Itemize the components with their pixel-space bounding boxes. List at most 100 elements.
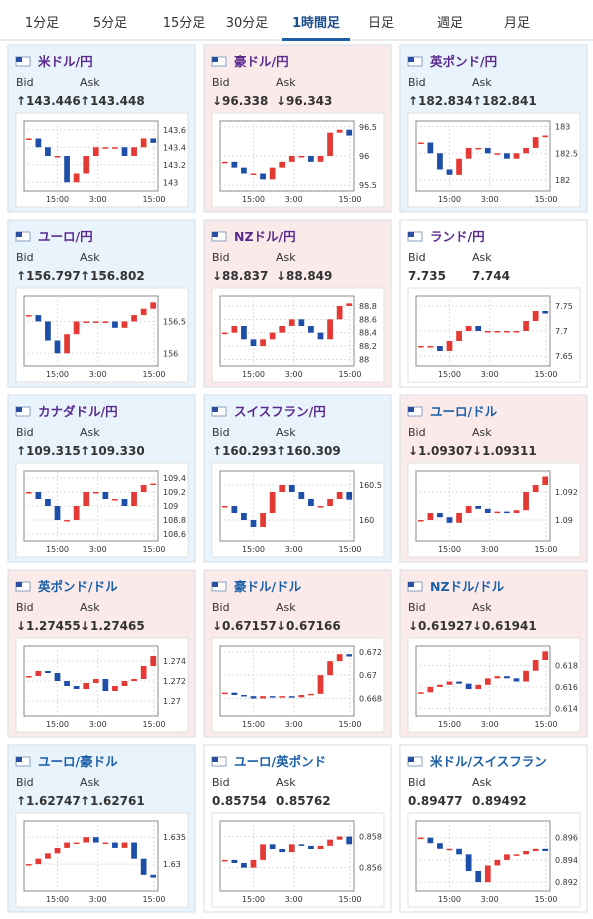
- rate-card[interactable]: カナダドル/円 Bid Ask ↑109.315 ↑109.330 109.4 109.2 1…: [7, 394, 196, 563]
- y-tick-label: 88.2: [359, 342, 377, 351]
- rate-card[interactable]: ユーロ/豪ドル Bid Ask ↑1.62747 ↑1.62761 1.635 1.63 15…: [7, 744, 196, 913]
- candle: [64, 334, 70, 354]
- candle: [288, 485, 295, 492]
- candle: [308, 326, 314, 333]
- candle: [475, 506, 482, 509]
- candle: [121, 147, 128, 156]
- candle: [336, 836, 343, 840]
- candle: [465, 147, 472, 159]
- candle: [308, 693, 314, 696]
- candle: [121, 842, 128, 848]
- candle: [446, 341, 453, 351]
- pair-name: ユーロ/英ポンド: [234, 754, 326, 769]
- tab[interactable]: 15分足: [163, 16, 206, 31]
- candle: [25, 138, 32, 140]
- rate-card[interactable]: 英ポンド/円 Bid Ask ↑182.834 ↑182.841 183 182.5 182 1…: [399, 44, 588, 213]
- candle: [131, 842, 137, 859]
- candle: [446, 681, 453, 685]
- ask-label: Ask: [80, 76, 100, 89]
- candle: [327, 132, 333, 156]
- flag-icon-part: [408, 232, 414, 237]
- tab[interactable]: 週足: [437, 16, 463, 31]
- rate-card[interactable]: ユーロ/ドル Bid Ask ↓1.09307 ↓1.09311 1.092 1.09 15:…: [399, 394, 588, 563]
- rate-card[interactable]: スイスフラン/円 Bid Ask ↑160.293 ↑160.309 160.5 160 15…: [203, 394, 392, 563]
- rate-card[interactable]: ユーロ/英ポンド Bid Ask 0.85754 0.85762 0.858 0.856 15…: [203, 744, 392, 913]
- ask-label: Ask: [472, 76, 492, 89]
- candle: [504, 511, 510, 514]
- y-tick-label: 0.858: [359, 833, 382, 842]
- tab[interactable]: 1時間足: [292, 15, 341, 31]
- x-tick-label: 3:00: [89, 195, 107, 204]
- candle: [317, 156, 324, 162]
- candle: [456, 331, 462, 341]
- tab[interactable]: 月足: [504, 16, 530, 31]
- bid-value: ↓0.67157: [212, 619, 277, 633]
- candle: [140, 138, 147, 148]
- x-tick-label: 3:00: [89, 370, 107, 379]
- y-tick-label: 109: [163, 502, 178, 511]
- candle: [327, 319, 333, 340]
- y-tick-label: 1.272: [163, 677, 186, 686]
- y-tick-label: 0.618: [555, 661, 578, 670]
- candle: [64, 681, 70, 686]
- ask-label: Ask: [276, 76, 296, 89]
- candle: [260, 844, 266, 860]
- candle: [456, 848, 462, 855]
- bid-label: Bid: [408, 426, 426, 439]
- bid-label: Bid: [16, 601, 34, 614]
- candle: [221, 859, 228, 862]
- bid-value: ↑1.62747: [16, 794, 81, 808]
- y-tick-label: 143.6: [163, 126, 186, 135]
- candle: [260, 696, 266, 699]
- rate-card[interactable]: ランド/円 Bid Ask 7.735 7.744 7.75 7.7 7.65 15:00 3:0…: [399, 219, 588, 388]
- candle: [131, 492, 137, 506]
- pair-name: 英ポンド/ドル: [38, 579, 118, 594]
- candle: [317, 506, 324, 508]
- ask-value: ↓0.67166: [276, 619, 341, 633]
- flag-icon-part: [212, 57, 218, 62]
- x-tick-label: 15:00: [142, 195, 165, 204]
- bid-label: Bid: [212, 76, 230, 89]
- tab[interactable]: 5分足: [93, 16, 127, 31]
- candle: [298, 492, 305, 499]
- rate-card[interactable]: 英ポンド/ドル Bid Ask ↓1.27455 ↓1.27465 1.274 1.272 1…: [7, 569, 196, 738]
- candle: [484, 331, 491, 333]
- x-tick-label: 15:00: [438, 195, 461, 204]
- flag-icon-part: [16, 757, 22, 762]
- rate-card[interactable]: NZドル/ドル Bid Ask ↓0.61927 ↓0.61941 0.618 0.616 0…: [399, 569, 588, 738]
- x-tick-label: 15:00: [142, 720, 165, 729]
- candle: [54, 673, 61, 681]
- candle: [231, 506, 238, 513]
- candle: [260, 513, 266, 527]
- tab[interactable]: 30分足: [226, 16, 269, 31]
- rate-card[interactable]: 豪ドル/ドル Bid Ask ↓0.67157 ↓0.67166 0.672 0.67 0.6…: [203, 569, 392, 738]
- rate-card[interactable]: 豪ドル/円 Bid Ask ↓96.338 ↓96.343 96.5 96 95.5 15:00…: [203, 44, 392, 213]
- candle: [54, 506, 61, 520]
- candle: [45, 671, 51, 673]
- candle: [288, 319, 295, 326]
- y-tick-label: 7.65: [555, 352, 573, 361]
- candle: [64, 520, 70, 522]
- ask-value: ↑156.802: [80, 269, 145, 283]
- tab[interactable]: 日足: [368, 16, 394, 31]
- candle: [504, 676, 510, 679]
- candle: [484, 678, 491, 685]
- candle: [417, 520, 424, 522]
- x-tick-label: 3:00: [481, 545, 499, 554]
- y-tick-label: 88.8: [359, 302, 377, 311]
- flag-icon-part: [16, 232, 22, 237]
- y-tick-label: 182: [555, 176, 570, 185]
- rate-card[interactable]: ユーロ/円 Bid Ask ↑156.797 ↑156.802 156.5 156 15:00…: [7, 219, 196, 388]
- ask-label: Ask: [472, 776, 492, 789]
- candle: [523, 492, 529, 511]
- rate-card[interactable]: NZドル/円 Bid Ask ↓88.837 ↓88.849 88.8 88.6 88.4 88…: [203, 219, 392, 388]
- x-tick-label: 15:00: [438, 895, 461, 904]
- y-tick-label: 1.27: [163, 697, 181, 706]
- candle: [542, 135, 549, 138]
- tab[interactable]: 1分足: [25, 16, 59, 31]
- x-tick-label: 15:00: [338, 195, 361, 204]
- ask-value: 7.744: [472, 269, 510, 283]
- candle: [73, 842, 80, 845]
